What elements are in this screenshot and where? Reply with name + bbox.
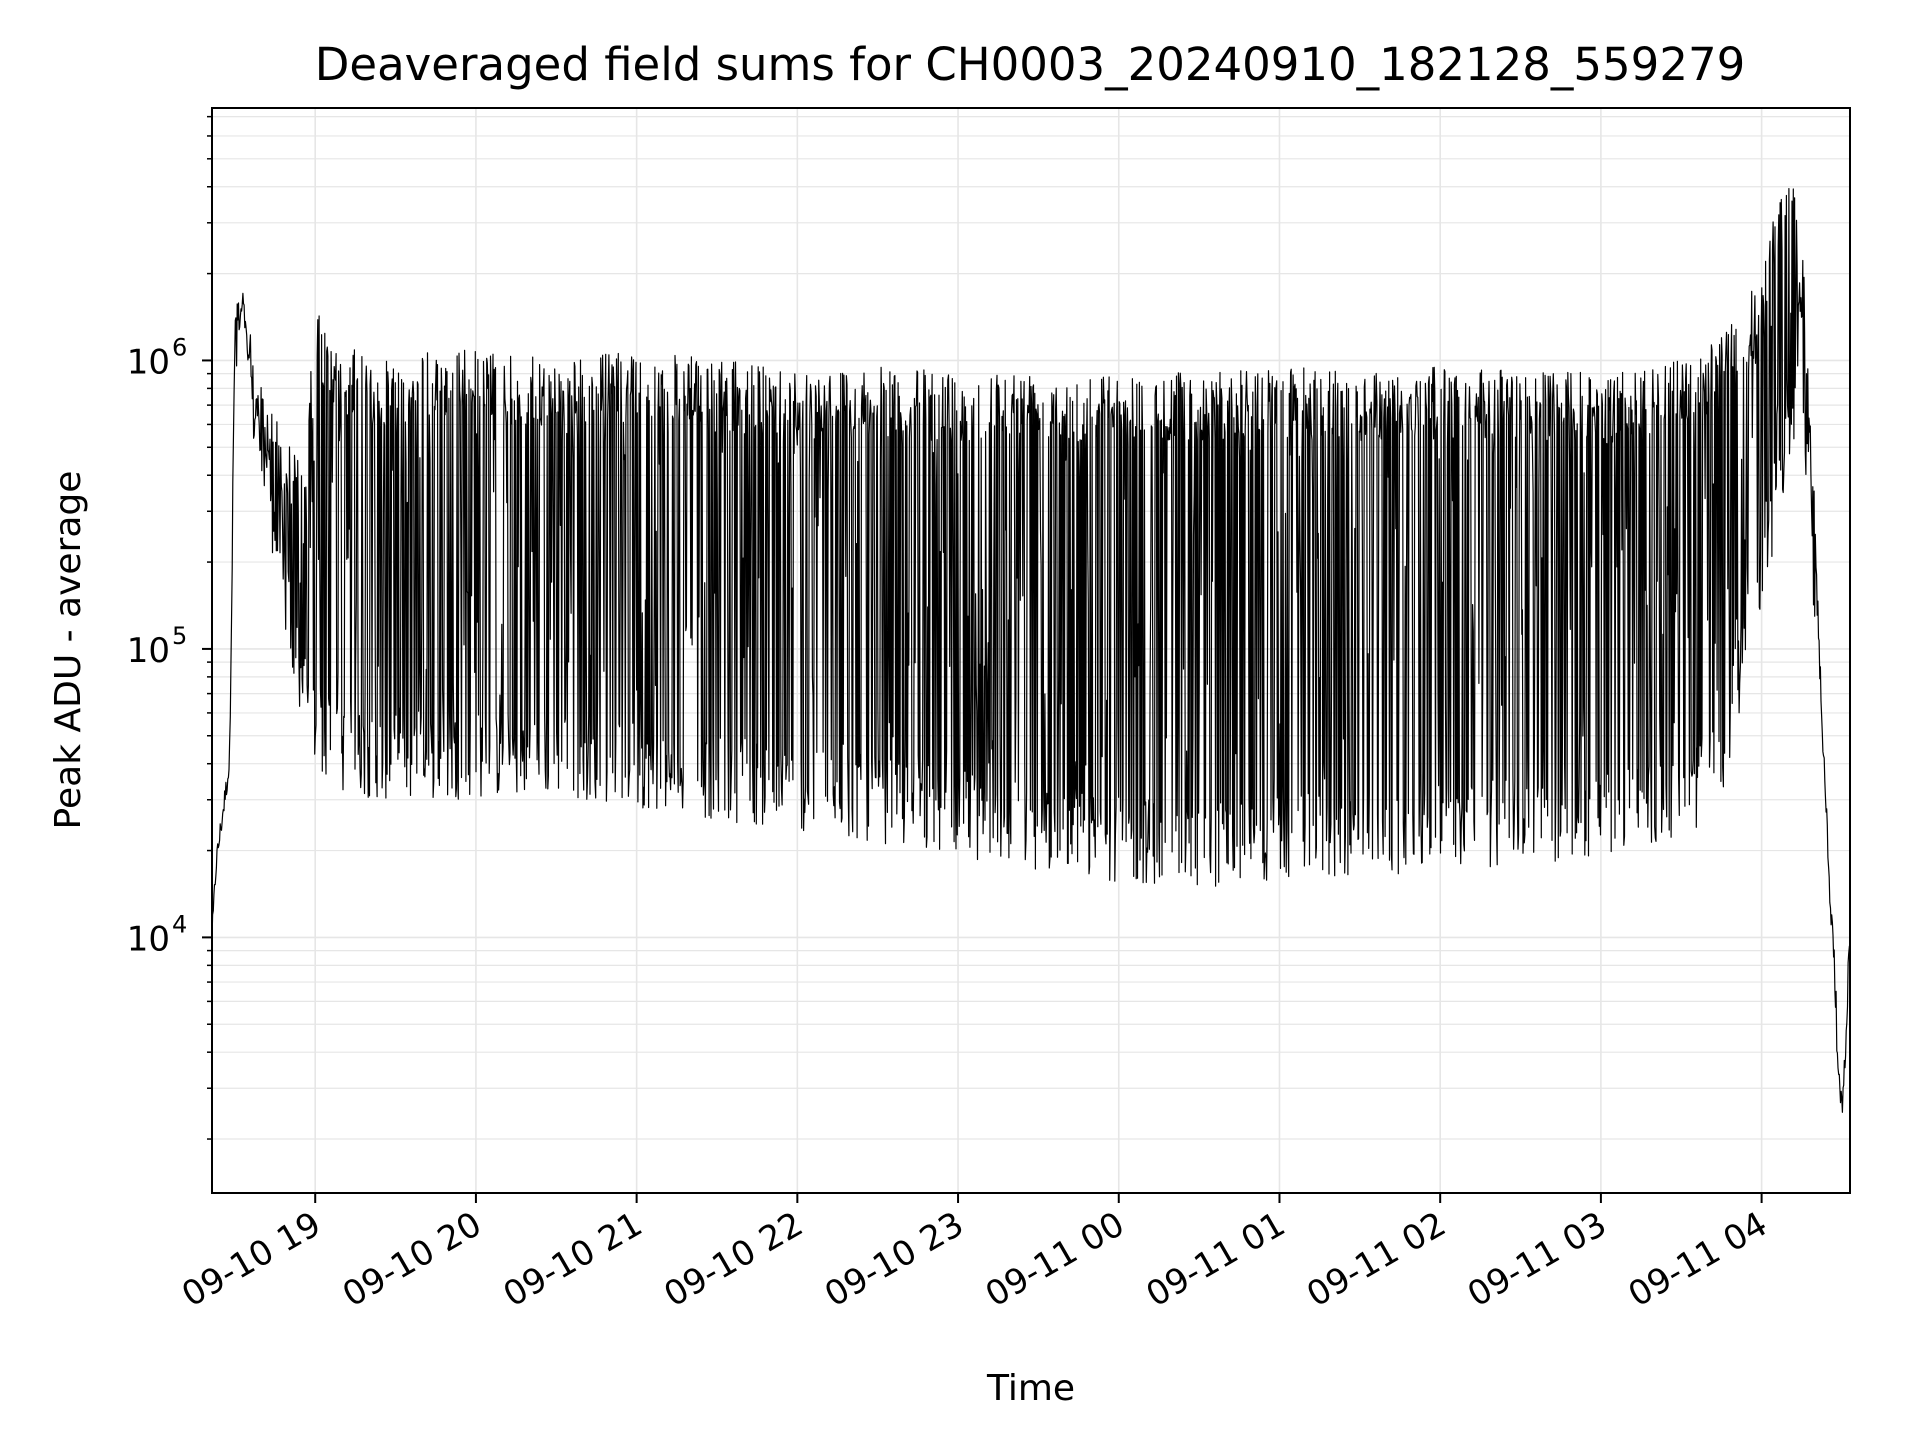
x-tick-label: 09-10 22 — [657, 1204, 809, 1315]
x-tick-label: 09-11 00 — [979, 1204, 1131, 1315]
series-line — [211, 188, 1851, 1113]
x-tick-label: 09-11 03 — [1461, 1204, 1613, 1315]
x-axis-label: Time — [986, 1368, 1075, 1409]
x-tick-label: 09-10 23 — [818, 1204, 970, 1315]
x-axis-ticks: 09-10 19 09-10 20 09-10 21 09-10 22 09-10 23… — [175, 1193, 1774, 1315]
x-tick-label: 09-10 21 — [497, 1204, 649, 1315]
x-tick-label: 09-11 02 — [1300, 1204, 1452, 1315]
y-tick-label-exponent: 6 — [172, 333, 187, 361]
y-tick-label-base: 10 — [127, 919, 170, 959]
y-axis-label: Peak ADU - average — [48, 471, 89, 830]
chart-title: Deaveraged field sums for CH0003_2024091… — [315, 38, 1745, 91]
y-tick-label-base: 10 — [127, 631, 170, 671]
x-tick-label: 09-10 19 — [175, 1204, 327, 1315]
data-series — [211, 188, 1851, 1113]
x-tick-label: 09-11 04 — [1622, 1204, 1774, 1315]
y-tick-label-base: 10 — [127, 342, 170, 382]
x-tick-label: 09-10 20 — [336, 1204, 488, 1315]
y-tick-label-exponent: 5 — [172, 622, 187, 650]
plot-frame — [211, 107, 1851, 1194]
x-tick-label: 09-11 01 — [1140, 1204, 1292, 1315]
y-tick-label-exponent: 4 — [172, 910, 187, 938]
